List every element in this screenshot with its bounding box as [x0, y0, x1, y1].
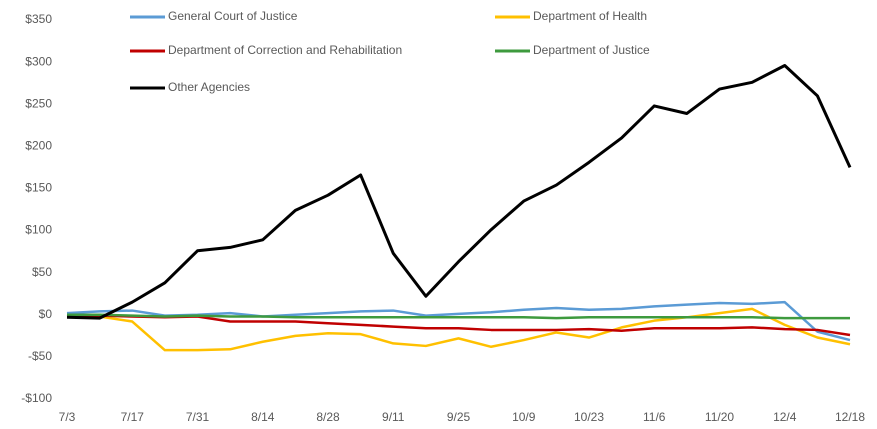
y-tick-label: -$100 — [21, 391, 52, 405]
y-tick-label: $350 — [25, 12, 52, 26]
x-tick-label: 9/25 — [447, 410, 471, 424]
y-tick-label: -$50 — [28, 349, 52, 363]
y-tick-label: $250 — [25, 96, 52, 110]
legend-label: Department of Correction and Rehabilitat… — [168, 43, 402, 57]
x-tick-label: 11/6 — [643, 410, 666, 424]
x-tick-label: 7/17 — [121, 410, 145, 424]
legend-label: Department of Justice — [533, 43, 650, 57]
y-tick-label: $150 — [25, 181, 52, 195]
y-tick-label: $200 — [25, 139, 52, 153]
x-tick-label: 8/14 — [251, 410, 275, 424]
legend-label: Other Agencies — [168, 80, 250, 94]
x-tick-label: 11/20 — [705, 410, 734, 424]
series-line — [66, 307, 851, 352]
series-line — [66, 63, 852, 320]
legend-label: General Court of Justice — [168, 9, 298, 23]
series-line — [67, 313, 850, 320]
x-tick-label: 10/23 — [574, 410, 604, 424]
x-tick-label: 8/28 — [316, 410, 340, 424]
x-tick-label: 7/31 — [186, 410, 210, 424]
x-tick-label: 7/3 — [59, 410, 76, 424]
y-tick-label: $50 — [32, 265, 52, 279]
legend-label: Department of Health — [533, 9, 647, 23]
series-line — [66, 300, 851, 342]
y-tick-label: $0 — [39, 307, 53, 321]
x-tick-label: 12/18 — [835, 410, 865, 424]
x-tick-label: 12/4 — [773, 410, 797, 424]
y-tick-label: $100 — [25, 223, 52, 237]
x-tick-label: 9/11 — [382, 410, 405, 424]
x-tick-label: 10/9 — [512, 410, 536, 424]
y-tick-label: $300 — [25, 54, 52, 68]
